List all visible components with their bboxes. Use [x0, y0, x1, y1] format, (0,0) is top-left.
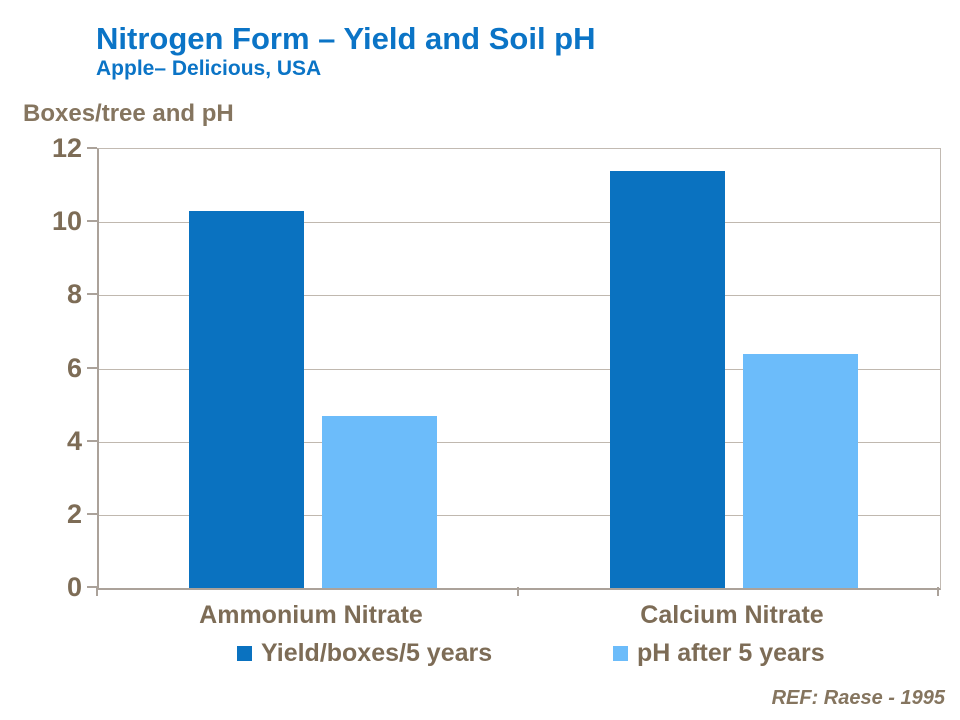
category-label-calcium-nitrate: Calcium Nitrate — [640, 601, 824, 629]
y-tick-label-6: 6 — [66, 353, 82, 383]
gridline-y-2 — [99, 514, 940, 516]
y-tick-label-12: 12 — [51, 133, 82, 163]
reference-note: REF: Raese - 1995 — [771, 687, 945, 709]
y-tick-mark-12 — [87, 147, 97, 149]
bar-yield-ammonium-nitrate — [189, 211, 304, 588]
bar-ph-ammonium-nitrate — [322, 416, 437, 588]
y-tick-label-10: 10 — [51, 206, 82, 236]
y-tick-mark-6 — [87, 367, 97, 369]
gridline-y-4 — [99, 441, 940, 443]
x-tick-mark-0 — [96, 587, 98, 596]
legend-label: Yield/boxes/5 years — [261, 639, 493, 667]
y-axis-title: Boxes/tree and pH — [23, 100, 234, 127]
plot-area — [97, 148, 941, 590]
x-tick-mark-2 — [937, 587, 939, 596]
y-tick-mark-8 — [87, 293, 97, 295]
gridline-y-8 — [99, 295, 940, 297]
legend-item-ph: pH after 5 years — [613, 640, 825, 666]
legend-swatch-icon — [237, 645, 252, 661]
category-label-ammonium-nitrate: Ammonium Nitrate — [199, 601, 423, 629]
legend-swatch-icon — [613, 645, 628, 661]
y-tick-mark-4 — [87, 440, 97, 442]
y-tick-mark-10 — [87, 220, 97, 222]
y-tick-label-8: 8 — [66, 279, 82, 309]
bar-ph-calcium-nitrate — [743, 354, 858, 588]
x-tick-mark-1 — [517, 587, 519, 596]
legend-item-yield: Yield/boxes/5 years — [237, 640, 492, 666]
y-tick-mark-2 — [87, 513, 97, 515]
page-title: Nitrogen Form – Yield and Soil pH — [96, 21, 596, 56]
gridline-y-10 — [99, 222, 940, 224]
legend-label: pH after 5 years — [637, 639, 825, 667]
y-tick-mark-0 — [87, 586, 97, 588]
gridline-y-6 — [99, 368, 940, 370]
y-tick-label-4: 4 — [66, 426, 82, 456]
y-tick-label-0: 0 — [66, 572, 82, 602]
page-subtitle: Apple– Delicious, USA — [96, 57, 322, 80]
bar-yield-calcium-nitrate — [610, 171, 725, 588]
y-tick-label-2: 2 — [66, 499, 82, 529]
